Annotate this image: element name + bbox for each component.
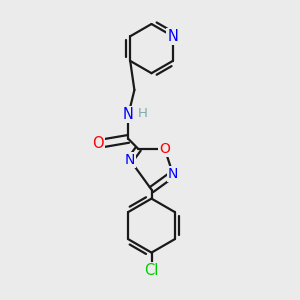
Text: N: N [168,167,178,181]
Text: O: O [93,136,104,152]
Text: O: O [159,142,170,156]
Text: Cl: Cl [144,263,159,278]
Text: H: H [138,106,148,120]
Text: N: N [125,153,135,167]
Text: N: N [167,29,178,44]
Text: N: N [123,107,134,122]
